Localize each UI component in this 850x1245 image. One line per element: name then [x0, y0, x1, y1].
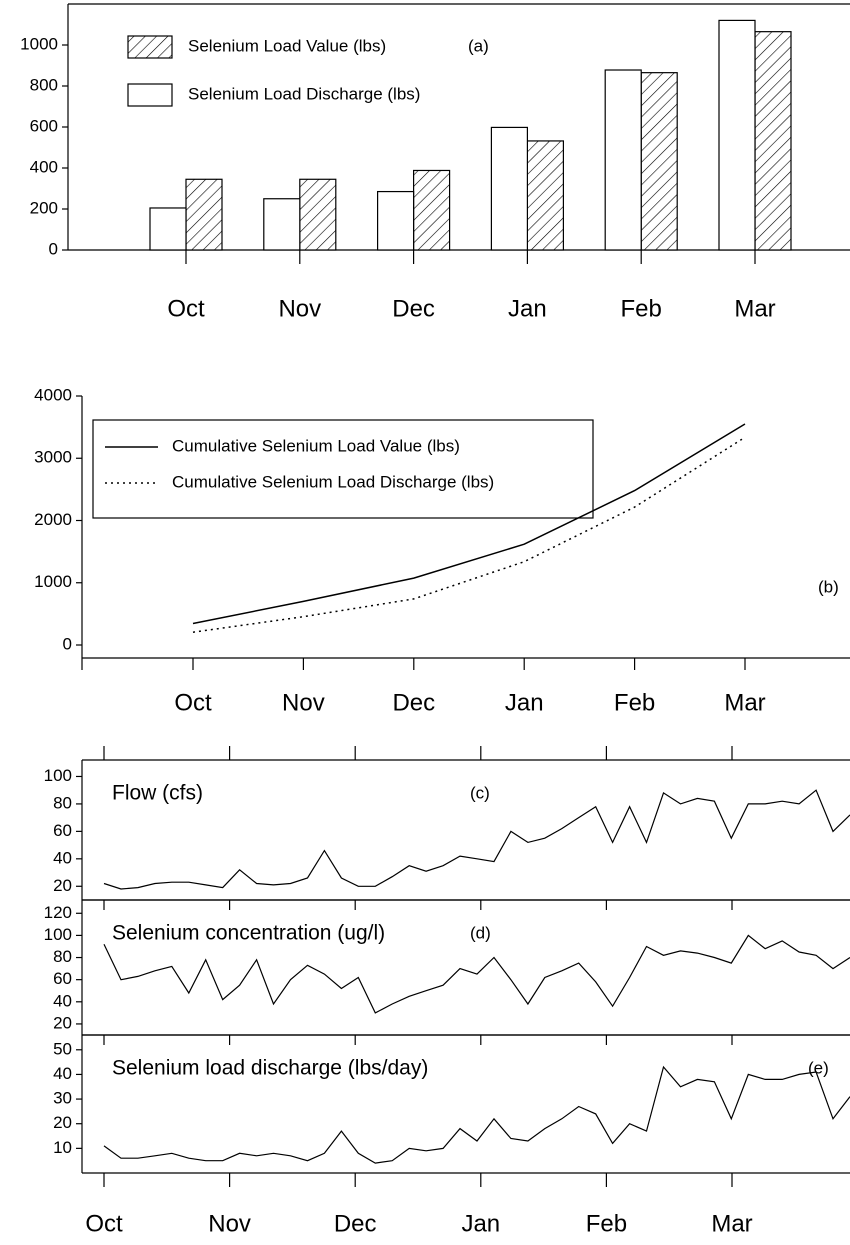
y-tick-label: 0 [49, 239, 58, 258]
y-tick-label: 50 [53, 1039, 72, 1058]
y-tick-label: 10 [53, 1138, 72, 1157]
y-tick-label: 40 [53, 1064, 72, 1083]
legend-label: Selenium Load Discharge (lbs) [188, 84, 420, 103]
panel-label: (a) [468, 36, 489, 55]
series-line [103, 789, 850, 890]
y-tick-label: 200 [30, 198, 58, 217]
x-tick-label: Dec [334, 1210, 377, 1237]
y-tick-label: 20 [53, 1013, 72, 1032]
bar [526, 140, 565, 251]
series-line [103, 1065, 850, 1164]
legend-label: Cumulative Selenium Load Discharge (lbs) [172, 472, 494, 491]
x-tick-label: Feb [586, 1210, 627, 1237]
y-tick-label: 100 [44, 925, 72, 944]
x-tick-label: Oct [85, 1210, 123, 1237]
x-tick-label: Nov [208, 1210, 251, 1237]
y-tick-label: 0 [63, 634, 72, 653]
legend-swatch [127, 35, 173, 59]
y-tick-label: 1000 [34, 572, 72, 591]
y-tick-label: 40 [53, 991, 72, 1010]
bar [263, 198, 301, 251]
panel-label: (e) [808, 1058, 829, 1077]
y-tick-label: 60 [53, 821, 72, 840]
x-tick-label: Oct [167, 295, 205, 322]
legend-box [92, 419, 594, 519]
x-tick-label: Oct [174, 689, 212, 716]
x-tick-label: Mar [711, 1210, 752, 1237]
x-tick-label: Jan [505, 689, 544, 716]
y-tick-label: 4000 [34, 385, 72, 404]
y-tick-label: 80 [53, 947, 72, 966]
bar [299, 178, 337, 251]
y-tick-label: 80 [53, 793, 72, 812]
bar [604, 69, 642, 251]
x-tick-label: Mar [734, 295, 775, 322]
y-tick-label: 100 [44, 766, 72, 785]
y-tick-label: 40 [53, 848, 72, 867]
series-line [192, 423, 746, 625]
y-tick-label: 800 [30, 75, 58, 94]
y-tick-label: 3000 [34, 448, 72, 467]
y-tick-label: 20 [53, 1113, 72, 1132]
x-tick-label: Dec [392, 689, 435, 716]
legend-label: Selenium Load Value (lbs) [188, 36, 386, 55]
y-tick-label: 1000 [20, 34, 58, 53]
x-tick-label: Nov [278, 295, 321, 322]
panel-title: Flow (cfs) [112, 782, 203, 805]
bar [149, 207, 187, 251]
bar [185, 178, 223, 251]
x-tick-label: Mar [724, 689, 765, 716]
y-tick-label: 400 [30, 157, 58, 176]
bar [754, 31, 792, 251]
panel-label: (b) [818, 577, 839, 596]
legend-swatch [127, 83, 173, 107]
x-tick-label: Jan [508, 295, 547, 322]
x-tick-label: Feb [621, 295, 662, 322]
panel-title: Selenium load discharge (lbs/day) [112, 1057, 428, 1080]
y-tick-label: 120 [44, 903, 72, 922]
series-line [103, 934, 850, 1014]
x-tick-label: Jan [461, 1210, 500, 1237]
bar [490, 126, 528, 251]
bar [718, 19, 756, 251]
bar [377, 190, 415, 251]
legend-label: Cumulative Selenium Load Value (lbs) [172, 436, 460, 455]
y-tick-label: 2000 [34, 510, 72, 529]
bar [640, 72, 678, 251]
x-tick-label: Nov [282, 689, 325, 716]
y-tick-label: 60 [53, 969, 72, 988]
panel-label: (d) [470, 923, 491, 942]
x-tick-label: Feb [614, 689, 655, 716]
bar [413, 169, 451, 251]
panel-label: (c) [470, 783, 490, 802]
y-tick-label: 20 [53, 876, 72, 895]
x-tick-label: Dec [392, 295, 435, 322]
y-tick-label: 600 [30, 116, 58, 135]
y-tick-label: 30 [53, 1089, 72, 1108]
panel-title: Selenium concentration (ug/l) [112, 922, 385, 945]
